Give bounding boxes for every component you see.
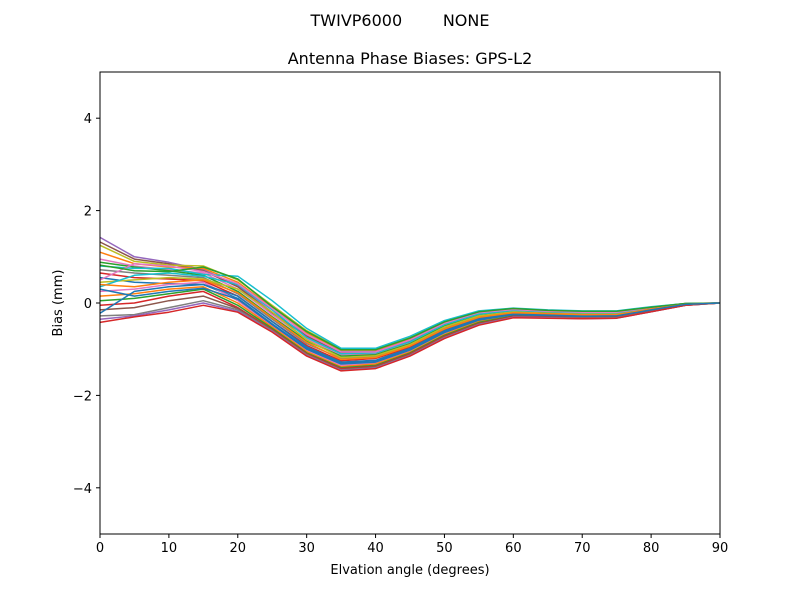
x-tick-label: 10 bbox=[161, 541, 178, 556]
x-tick-label: 0 bbox=[96, 541, 104, 556]
series-line-21 bbox=[99, 302, 721, 372]
x-tick-label: 40 bbox=[367, 541, 384, 556]
x-tick-label: 60 bbox=[505, 541, 522, 556]
x-tick-label: 90 bbox=[712, 541, 729, 556]
plot-lines bbox=[99, 236, 721, 372]
y-tick-label: 0 bbox=[84, 297, 92, 312]
figure-suptitle: TWIVP6000 NONE bbox=[310, 11, 490, 30]
x-axis-label: Elvation angle (degrees) bbox=[330, 563, 489, 578]
axis-ticks: 0 10 20 30 40 50 60 70 80 90 −4 −2 0 2 4 bbox=[73, 112, 728, 556]
series-line-22 bbox=[99, 262, 721, 353]
series-line-1 bbox=[99, 236, 721, 353]
y-tick-label: 2 bbox=[84, 205, 92, 220]
x-tick-label: 30 bbox=[298, 541, 315, 556]
y-tick-label: 4 bbox=[84, 112, 92, 127]
series-line-24 bbox=[99, 279, 721, 361]
plot-area-frame bbox=[99, 71, 721, 535]
x-tick-label: 50 bbox=[436, 541, 453, 556]
y-axis-label: Bias (mm) bbox=[51, 270, 66, 337]
series-line-23 bbox=[99, 264, 721, 351]
chart-title: Antenna Phase Biases: GPS-L2 bbox=[288, 49, 533, 68]
x-tick-label: 20 bbox=[230, 541, 247, 556]
y-tick-label: −4 bbox=[73, 482, 92, 497]
x-tick-label: 80 bbox=[643, 541, 660, 556]
y-tick-label: −2 bbox=[73, 389, 92, 404]
series-line-25 bbox=[99, 287, 721, 365]
x-tick-label: 70 bbox=[574, 541, 591, 556]
